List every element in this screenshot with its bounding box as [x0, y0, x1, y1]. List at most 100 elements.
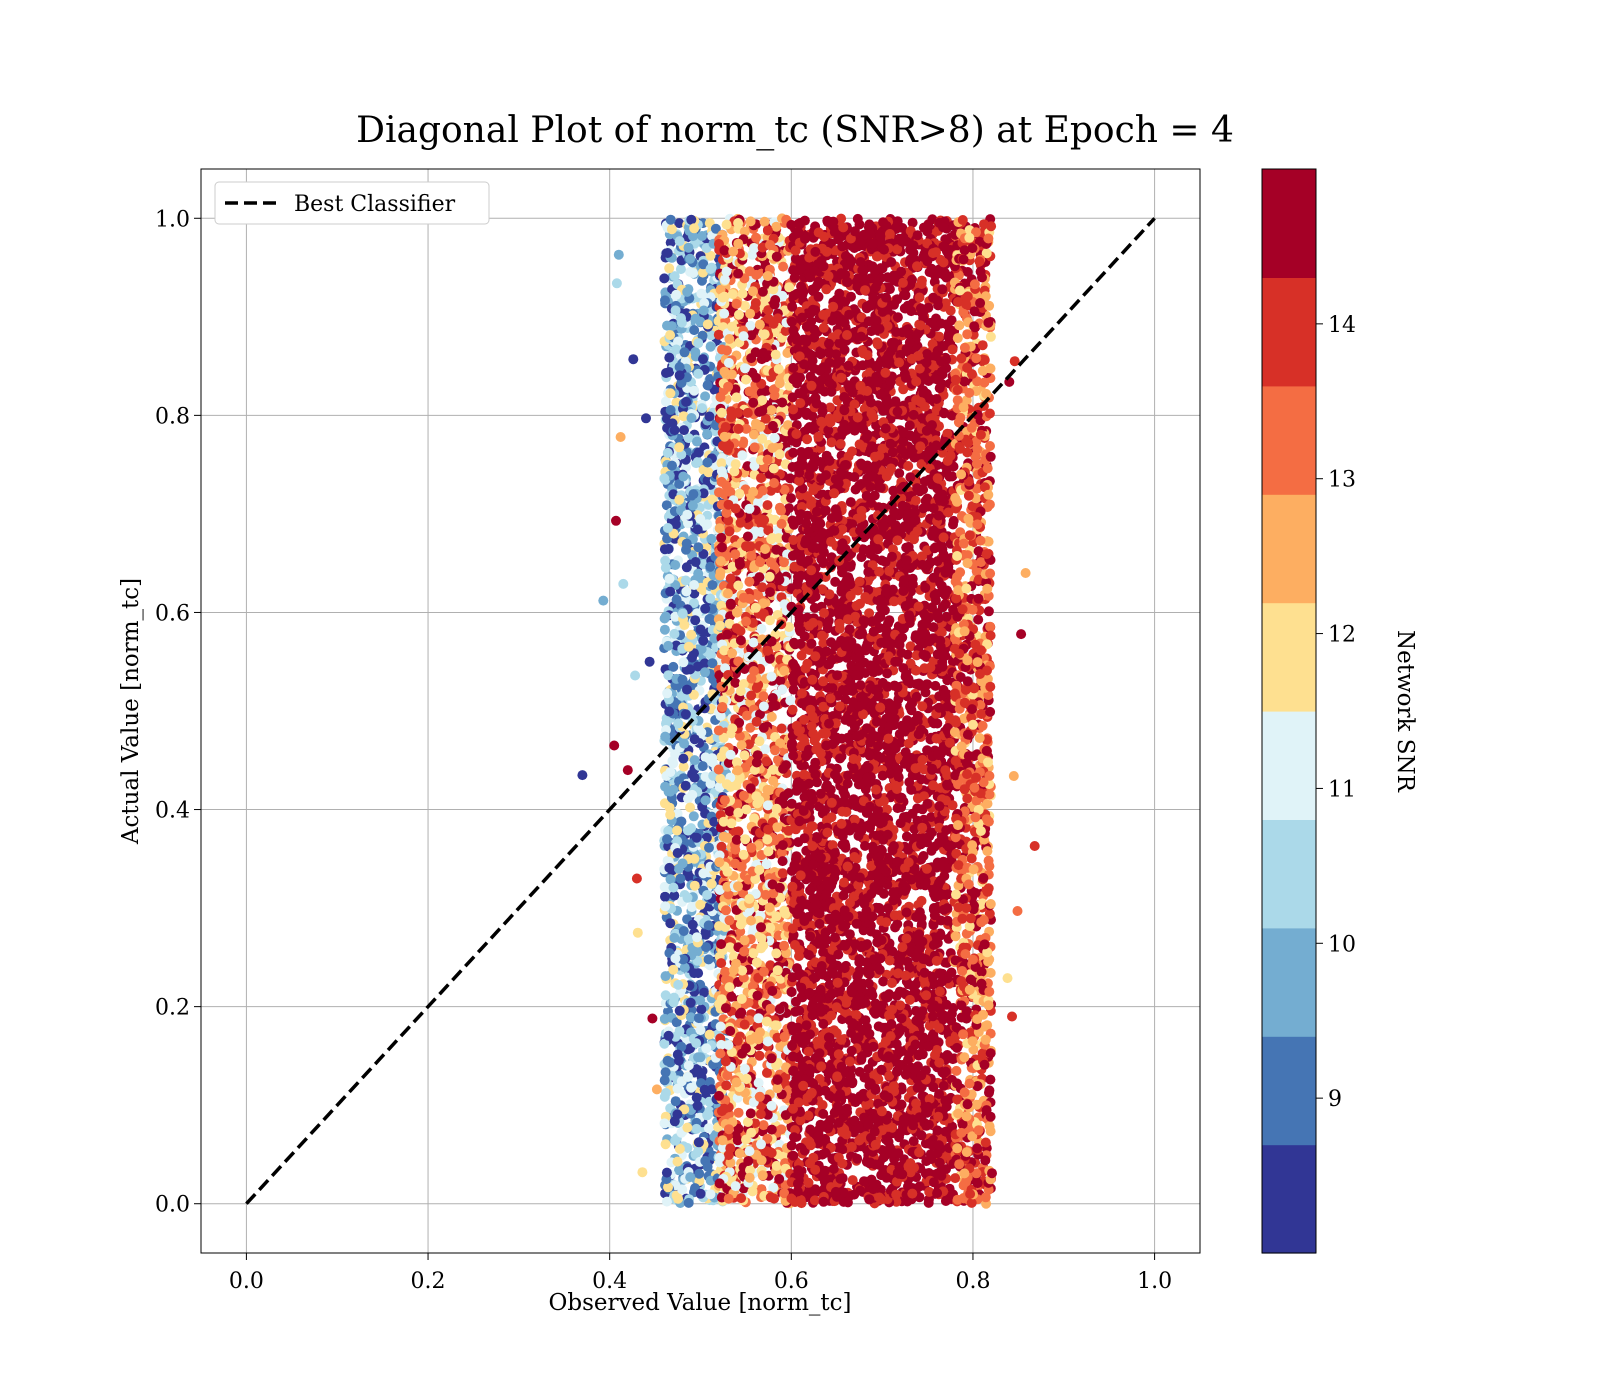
- scatter-point: [727, 723, 738, 734]
- scatter-point: [697, 761, 708, 772]
- scatter-point: [745, 1108, 756, 1119]
- scatter-point: [728, 965, 739, 976]
- scatter-point: [766, 711, 777, 722]
- scatter-point: [776, 518, 787, 529]
- scatter-point: [762, 271, 773, 281]
- scatter-point: [689, 580, 700, 590]
- scatter-point: [765, 1003, 776, 1014]
- scatter-point: [716, 532, 727, 543]
- scatter-point: [724, 915, 735, 926]
- scatter-point: [670, 1135, 681, 1146]
- scatter-point: [759, 515, 770, 525]
- scatter-point: [726, 991, 737, 1002]
- scatter-point: [736, 994, 747, 1004]
- scatter-point: [722, 588, 733, 599]
- scatter-point: [707, 753, 718, 764]
- scatter-point: [682, 286, 693, 297]
- scatter-point: [701, 1043, 712, 1054]
- scatter-point: [716, 939, 727, 950]
- scatter-point: [660, 891, 670, 902]
- scatter-point: [723, 357, 734, 368]
- scatter-point: [732, 765, 743, 776]
- scatter-point: [744, 576, 755, 587]
- scatter-point: [716, 1039, 727, 1050]
- scatter-point: [757, 485, 768, 496]
- scatter-point: [735, 686, 746, 697]
- scatter-point: [665, 405, 676, 415]
- scatter-point: [756, 1139, 766, 1150]
- scatter-point: [679, 738, 690, 749]
- scatter-point: [689, 385, 700, 396]
- scatter-point: [762, 784, 773, 795]
- scatter-point: [738, 331, 749, 342]
- scatter-point: [742, 531, 753, 542]
- scatter-point: [779, 940, 790, 951]
- scatter-point: [665, 918, 676, 929]
- scatter-point: [725, 573, 736, 584]
- scatter-point: [662, 320, 672, 331]
- scatter-point: [719, 795, 730, 806]
- scatter-point: [774, 1174, 785, 1184]
- scatter-point: [695, 1188, 706, 1199]
- scatter-point: [660, 295, 670, 306]
- scatter-point: [721, 779, 732, 790]
- scatter-point: [682, 684, 692, 695]
- scatter-point: [715, 620, 725, 631]
- scatter-point: [737, 288, 748, 299]
- scatter-point: [680, 780, 691, 791]
- scatter-point: [664, 367, 675, 377]
- scatter-point: [660, 1067, 671, 1078]
- scatter-point: [739, 750, 750, 761]
- scatter-point: [755, 1109, 766, 1120]
- scatter-point: [777, 840, 788, 851]
- scatter-point: [721, 345, 732, 356]
- scatter-point: [719, 1103, 730, 1114]
- scatter-point: [778, 763, 789, 774]
- scatter-point: [687, 500, 698, 511]
- scatter-point: [754, 1050, 765, 1061]
- scatter-point: [697, 231, 708, 241]
- scatter-point: [665, 214, 676, 225]
- scatter-point: [672, 1156, 683, 1167]
- scatter-point: [695, 624, 706, 635]
- scatter-point: [692, 456, 703, 467]
- scatter-point: [720, 274, 730, 285]
- scatter-point: [700, 667, 710, 678]
- scatter-point: [778, 261, 789, 272]
- scatter-point: [764, 571, 775, 582]
- scatter-point: [774, 574, 785, 585]
- scatter-point: [760, 544, 771, 554]
- scatter-point: [702, 890, 713, 900]
- scatter-point: [685, 997, 696, 1008]
- scatter-point: [670, 1096, 681, 1107]
- scatter-point: [687, 919, 698, 930]
- scatter-point: [702, 319, 713, 330]
- scatter-point: [765, 239, 775, 250]
- scatter-point: [685, 802, 696, 813]
- scatter-point: [724, 806, 735, 817]
- scatter-point: [663, 1030, 674, 1041]
- scatter-point: [714, 1090, 724, 1101]
- scatter-point: [686, 413, 697, 423]
- scatter-point: [739, 1019, 750, 1030]
- scatter-point: [725, 1026, 736, 1036]
- scatter-point: [678, 753, 689, 764]
- scatter-point: [735, 517, 746, 528]
- scatter-point: [751, 372, 762, 383]
- scatter-point: [769, 433, 780, 443]
- scatter-point: [732, 607, 742, 618]
- scatter-point: [771, 911, 782, 922]
- scatter-point: [733, 881, 743, 892]
- scatter-point: [692, 436, 702, 447]
- scatter-point: [722, 629, 733, 640]
- scatter-point: [766, 1053, 777, 1064]
- scatter-point: [689, 968, 700, 979]
- scatter-point: [685, 1172, 696, 1183]
- scatter-point: [770, 700, 781, 711]
- scatter-point: [763, 824, 774, 835]
- scatter-point: [779, 665, 790, 676]
- scatter-point: [720, 1056, 731, 1067]
- scatter-point: [739, 935, 750, 946]
- scatter-point: [757, 433, 768, 444]
- scatter-point: [695, 1025, 706, 1036]
